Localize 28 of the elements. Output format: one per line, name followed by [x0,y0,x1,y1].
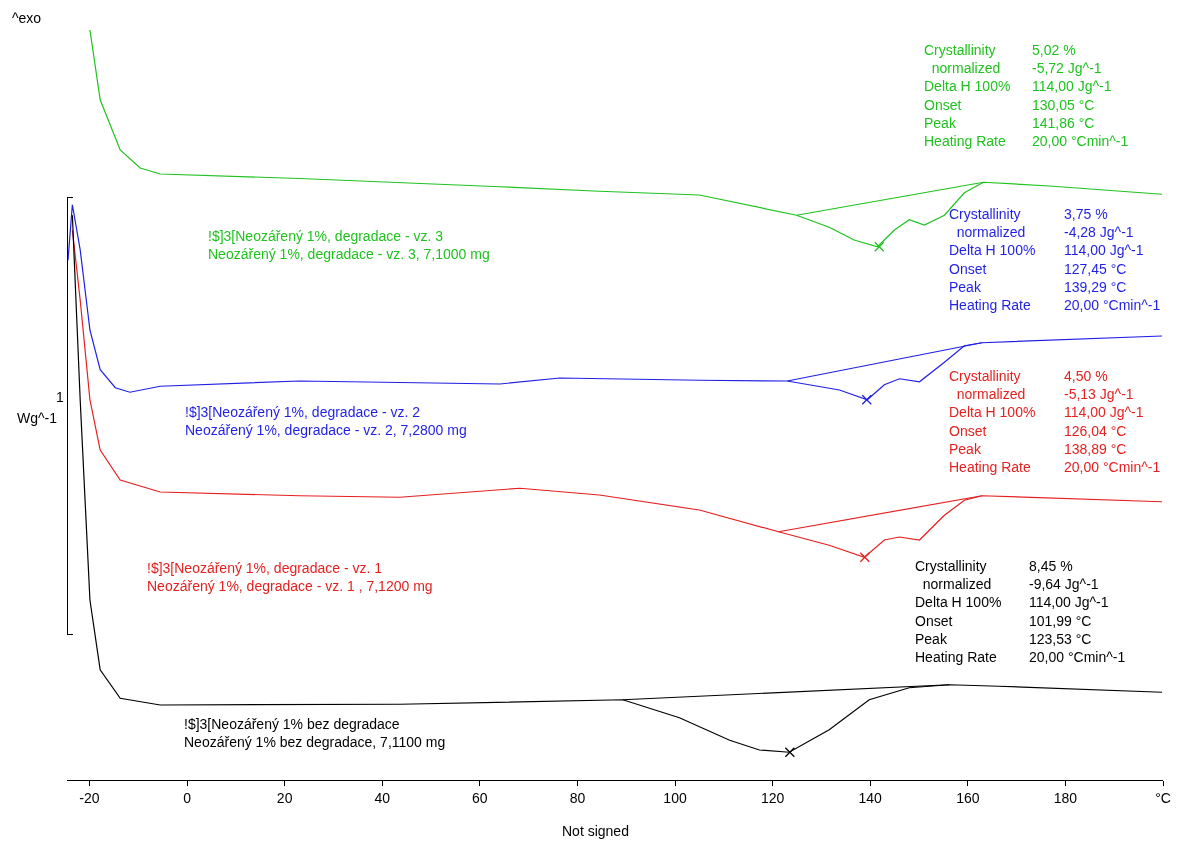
annotation: 5,02 % -5,72 Jg^-1 114,00 Jg^-1 130,05 °C 141,86 °C 20,00 °Cmin^-1 [1032,42,1129,149]
annotation: 3,75 % -4,28 Jg^-1 114,00 Jg^-1 127,45 °C 139,29 °C 20,00 °Cmin^-1 [1064,206,1161,313]
series-label: !$]3[Neozářený 1%, degradace - vz. 2 Neozářený 1%, degradace - vz. 2, 7,2800 mg [185,404,467,439]
x-tick-label: -20 [79,789,100,806]
text: ^exo [12,10,42,26]
text: !$]3[Neozářený 1%, degradace - vz. 1 Neozářený 1%, degradace - vz. 1 , 7,1200 mg [147,560,433,595]
annotation: Crystallinity normalized Delta H 100% Onset Peak Heating Rate [949,368,1036,475]
text: !$]3[Neozářený 1%, degradace - vz. 3 Neozářený 1%, degradace - vz. 3, 7,1000 mg [208,228,490,263]
text: 1 [56,389,64,405]
x-tick-label: 80 [569,789,586,806]
annotation: 4,50 % -5,13 Jg^-1 114,00 Jg^-1 126,04 °C 138,89 °C 20,00 °Cmin^-1 [1064,368,1161,475]
series-label: !$]3[Neozářený 1% bez degradace Neozářený 1% bez degradace, 7,1100 mg [184,716,446,751]
annotation: Crystallinity normalized Delta H 100% Onset Peak Heating Rate [924,42,1011,149]
text: Not signed [562,823,629,839]
x-tick-label: 140 [858,789,883,806]
annotation: 8,45 % -9,64 Jg^-1 114,00 Jg^-1 101,99 °C 123,53 °C 20,00 °Cmin^-1 [1029,558,1126,665]
x-tick-label: 60 [472,789,488,806]
x-tick-label: 20 [276,789,293,806]
text: Wg^-1 [17,410,58,426]
x-tick-label: 120 [760,789,785,806]
x-tick-label: 0 [183,789,192,806]
x-tick-label: 180 [1053,789,1078,806]
x-tick-label: 40 [374,789,391,806]
x-tick-label: 160 [956,789,980,806]
annotation: Crystallinity normalized Delta H 100% Onset Peak Heating Rate [949,206,1036,313]
x-tick-label: 100 [663,789,687,806]
annotation: Crystallinity normalized Delta H 100% Onset Peak Heating Rate [915,558,1002,665]
x-tick-label: °C [1155,789,1171,806]
